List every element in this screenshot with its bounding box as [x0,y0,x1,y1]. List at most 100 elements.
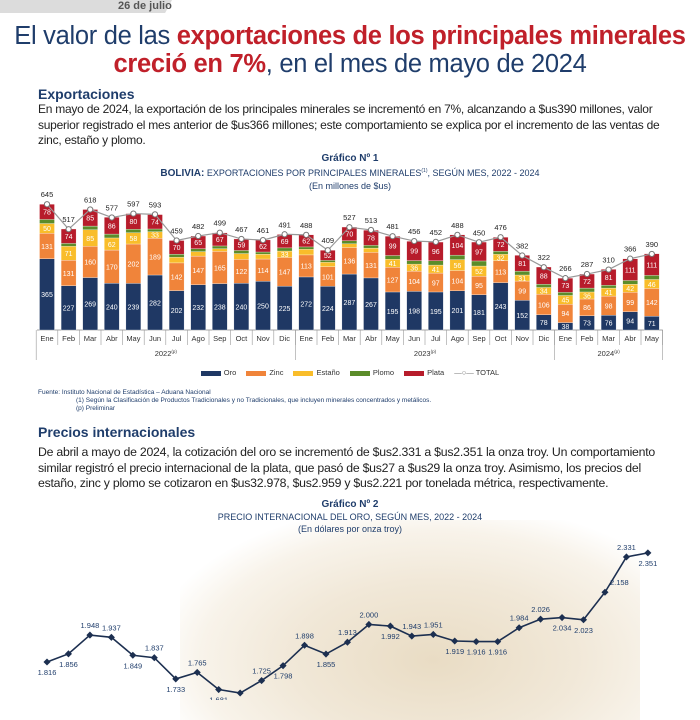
month-tick-label: Nov [256,334,270,343]
bar-segment-plomo [255,251,271,255]
total-value-label: 618 [84,195,97,204]
data-point-marker [558,613,566,622]
legend-swatch [404,370,425,376]
total-marker [65,226,72,233]
total-marker [367,226,375,234]
total-marker [195,232,202,240]
bar-value-label: 111 [646,262,657,269]
bar-value-label: 99 [389,244,397,251]
month-tick-label: Abr [365,334,377,343]
bar-value-label: 72 [583,279,591,286]
bar-segment-plomo [212,245,228,249]
bar-value-label: 62 [108,242,116,249]
data-point-marker [451,637,459,645]
bar-value-label: 224 [322,306,334,313]
bar-value-label: 70 [173,245,181,252]
bar-value-label: 142 [171,275,183,282]
total-value-label: 482 [192,222,205,231]
data-point-marker [215,686,223,694]
month-tick-label: Sep [472,334,485,343]
total-marker [648,250,655,258]
month-tick-label: Sep [213,334,226,343]
bar-value-label: 99 [410,249,418,256]
chart2-title: Gráfico Nº 2 PRECIO INTERNACIONAL DEL OR… [0,498,700,535]
bar-value-label: 33 [151,233,159,240]
month-tick-label: Nov [516,334,530,343]
total-marker [389,233,396,240]
bar-segment-plomo [147,228,163,232]
bar-value-label: 104 [452,243,464,250]
month-tick-label: Jul [172,334,182,343]
bar-segment-plomo [82,225,98,230]
chart1-legend: Oro Zinc Estaño Plomo Plata —○— TOTAL [0,368,700,377]
bar-value-label: 42 [626,286,634,293]
total-value-label: 517 [62,215,75,224]
total-marker [411,237,418,245]
data-value-label: 1.681 [209,696,228,700]
data-value-label: 2.158 [610,578,629,587]
bar-value-label: 98 [605,303,613,310]
bar-segment-plomo [536,284,552,288]
total-marker [173,237,180,244]
total-marker [497,234,504,241]
total-value-label: 390 [646,240,659,249]
bar-segment-plomo [125,229,142,233]
data-value-label: 1.798 [274,672,293,681]
total-value-label: 488 [451,221,464,230]
bar-value-label: 81 [605,275,613,282]
total-value-label: 452 [430,228,443,237]
bar-value-label: 41 [605,290,613,297]
data-value-label: 1.916 [467,648,486,657]
bar-segment-plomo [514,270,530,276]
bar-value-label: 96 [432,249,440,256]
data-point-marker [43,658,51,666]
chart1-title-bold: BOLIVIA: [160,168,205,179]
bar-value-label: 45 [562,298,570,305]
bar-value-label: 76 [605,320,613,327]
bar-segment-plomo [320,260,336,263]
total-marker [108,214,115,221]
bar-segment-plomo [471,260,487,267]
bar-value-label: 104 [452,278,464,285]
total-value-label: 322 [538,253,551,262]
data-value-label: 1.951 [424,620,443,629]
month-tick-label: Jul [431,334,441,343]
bar-segment-plomo [104,233,120,239]
month-tick-label: Mar [84,334,97,343]
bar-segment-plomo [406,260,422,265]
month-tick-label: Mar [343,334,356,343]
bar-value-label: 238 [214,305,226,312]
bar-value-label: 111 [625,267,636,274]
data-point-marker [129,651,137,659]
month-tick-label: Ago [192,334,205,343]
bar-value-label: 202 [171,308,183,315]
bar-value-label: 86 [583,305,591,312]
bar-value-label: 269 [84,302,96,309]
bar-segment-estaño [298,249,314,256]
total-value-label: 513 [365,216,378,225]
preliminary-note: (p) Preliminar [76,405,116,412]
bar-value-label: 243 [495,304,507,311]
data-value-label: 2.000 [360,610,379,619]
bar-segment-plomo [341,240,358,244]
chart1-sources: Fuente: Instituto Nacional de Estadístic… [38,389,431,413]
legend-line-marker-icon: —○— [454,368,474,377]
bar-value-label: 34 [540,289,548,296]
data-value-label: 2.351 [638,559,657,568]
chart1-label: Gráfico Nº 1 [321,153,379,164]
month-tick-label: Feb [62,334,75,343]
data-point-marker [365,620,373,628]
legend-label: TOTAL [475,368,500,377]
bar-value-label: 202 [128,262,140,269]
bar-value-label: 225 [279,306,291,313]
bar-segment-plomo [428,260,444,266]
data-point-marker [472,638,480,646]
data-point-marker [408,632,416,640]
data-point-marker [622,553,630,561]
bar-value-label: 287 [344,300,356,307]
title-part1: El valor de las [14,22,177,50]
month-tick-label: Abr [624,334,636,343]
data-point-marker [537,615,545,623]
bar-value-label: 36 [410,265,418,272]
